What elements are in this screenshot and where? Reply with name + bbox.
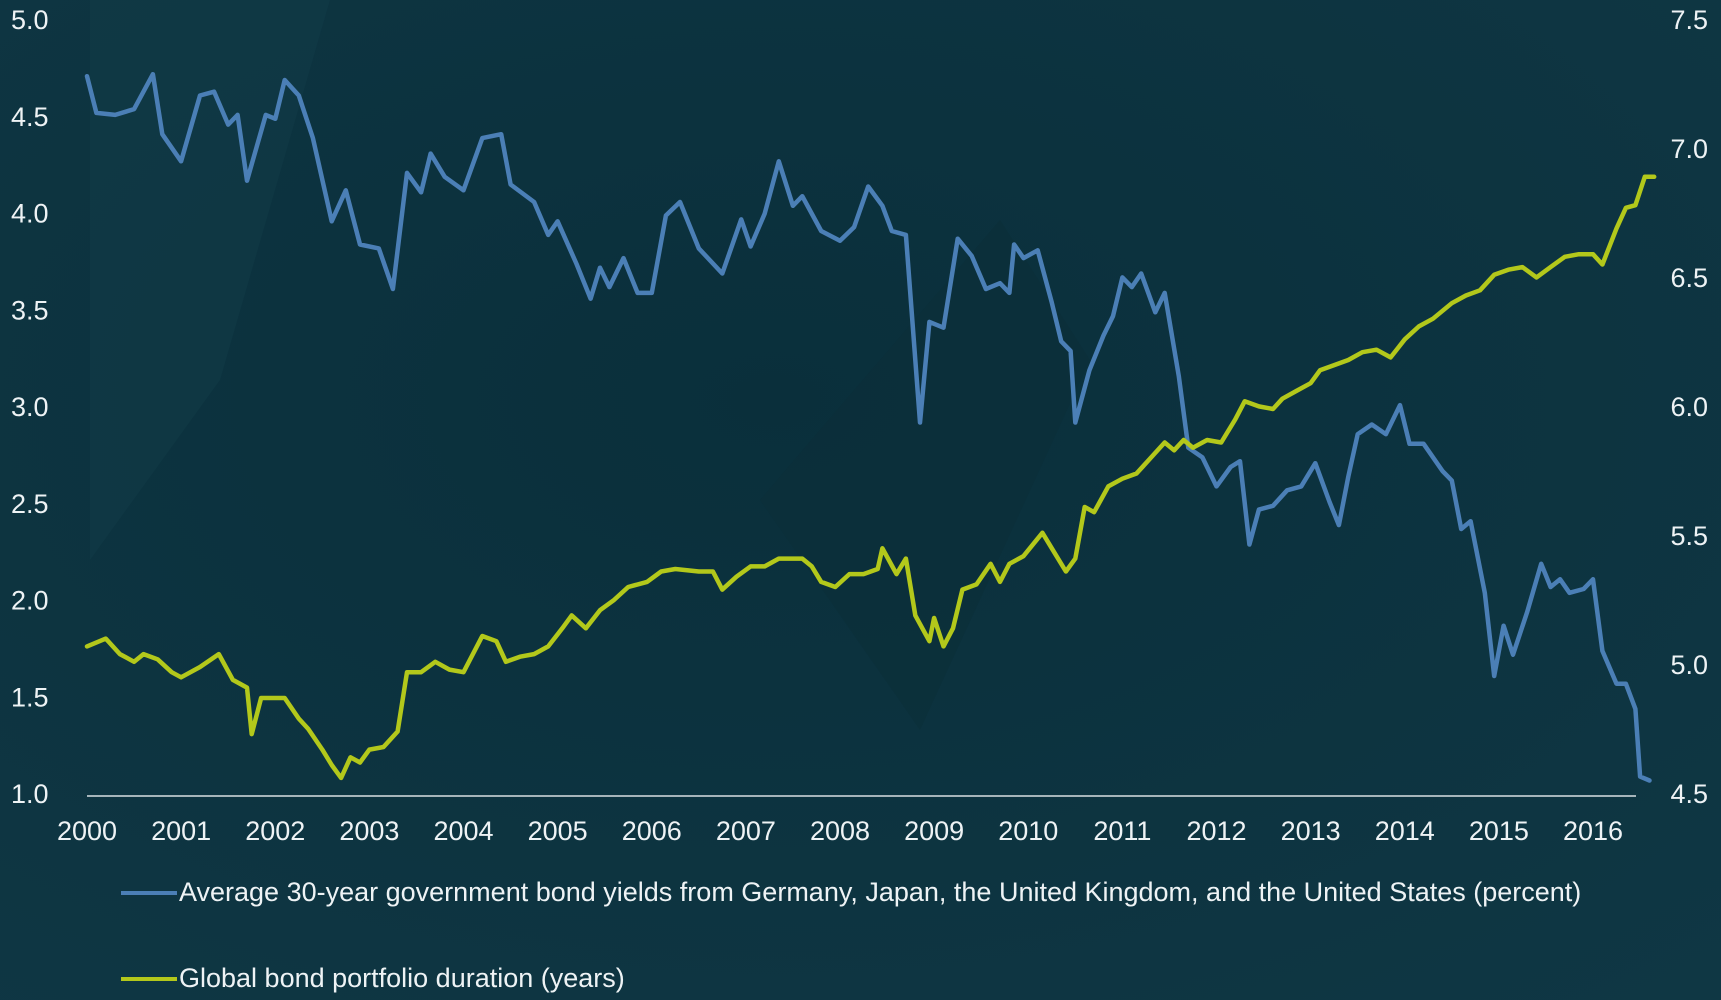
legend-item: Average 30-year government bond yields f…	[121, 874, 1619, 910]
y2-tick-label: 4.5	[1670, 779, 1708, 809]
legend-label: Average 30-year government bond yields f…	[179, 877, 1582, 907]
y-tick-label: 2.5	[11, 489, 49, 519]
x-tick-label: 2007	[716, 816, 776, 846]
y-tick-label: 2.0	[11, 586, 49, 616]
y2-tick-label: 7.0	[1670, 134, 1708, 164]
legend-swatch	[121, 891, 177, 895]
y2-tick-label: 5.0	[1670, 650, 1708, 680]
x-tick-label: 2015	[1469, 816, 1529, 846]
y-tick-label: 5.0	[11, 5, 49, 35]
series-line	[84, 174, 1657, 781]
x-tick-label: 2004	[433, 816, 493, 846]
legend-item: Global bond portfolio duration (years)	[121, 960, 1619, 996]
x-tick-label: 2014	[1375, 816, 1435, 846]
y-tick-label: 4.5	[11, 102, 49, 132]
y-tick-label: 3.0	[11, 392, 49, 422]
x-tick-label: 2008	[810, 816, 870, 846]
background-shape	[90, 0, 330, 560]
y2-tick-label: 6.5	[1670, 263, 1708, 293]
x-tick-label: 2011	[1093, 816, 1151, 846]
y2-tick-label: 6.0	[1670, 392, 1708, 422]
x-tick-label: 2003	[339, 816, 399, 846]
x-tick-label: 2002	[245, 816, 305, 846]
y-tick-label: 1.5	[11, 682, 49, 712]
legend-label: Global bond portfolio duration (years)	[179, 963, 625, 993]
y-tick-label: 4.0	[11, 199, 49, 229]
x-tick-label: 2001	[151, 816, 211, 846]
series-line	[84, 71, 1652, 783]
y2-tick-label: 5.5	[1670, 521, 1708, 551]
x-tick-label: 2009	[904, 816, 964, 846]
legend-swatch	[121, 977, 177, 981]
y2-tick-label: 7.5	[1670, 5, 1708, 35]
x-tick-label: 2013	[1281, 816, 1341, 846]
x-tick-label: 2016	[1563, 816, 1623, 846]
x-tick-label: 2010	[998, 816, 1058, 846]
background-shape	[760, 220, 1090, 730]
x-tick-label: 2000	[57, 816, 117, 846]
x-tick-label: 2012	[1186, 816, 1246, 846]
y-tick-label: 1.0	[11, 779, 49, 809]
x-tick-label: 2006	[622, 816, 682, 846]
x-tick-label: 2005	[528, 816, 588, 846]
y-tick-label: 3.5	[11, 295, 49, 325]
